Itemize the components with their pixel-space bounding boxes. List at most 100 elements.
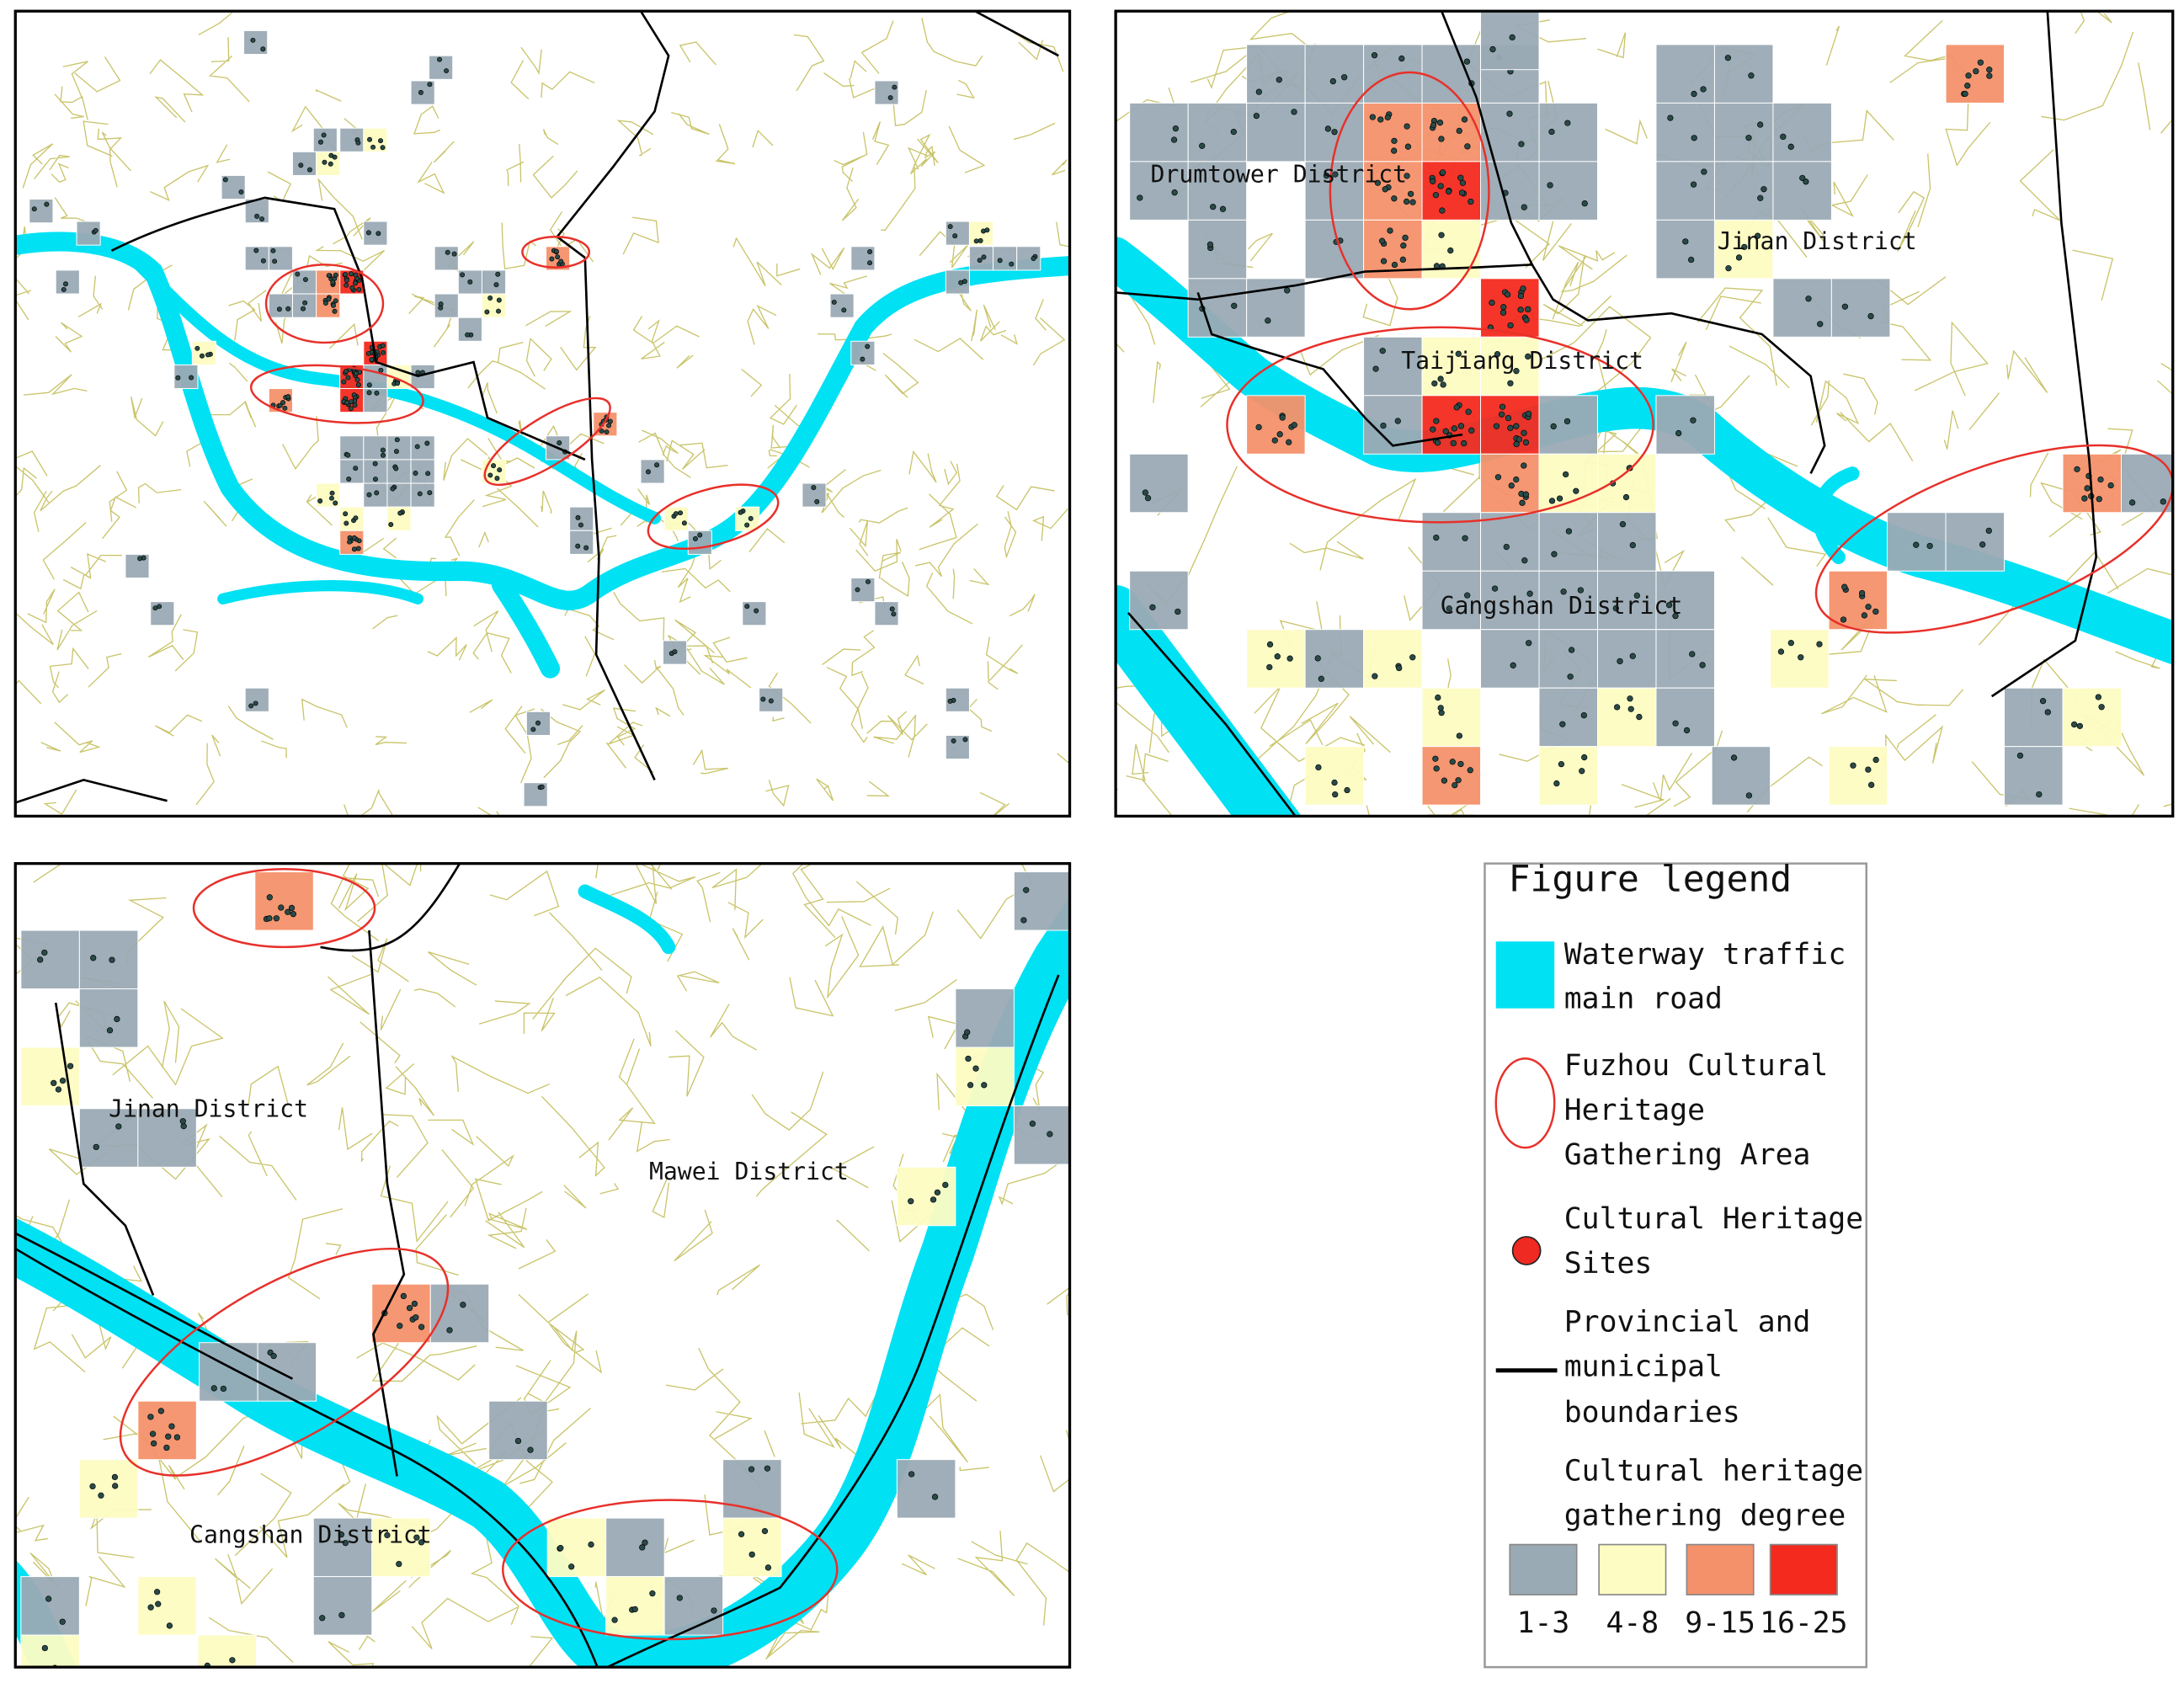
heritage-site xyxy=(329,490,335,496)
heritage-site xyxy=(1402,234,1409,242)
gathering-cell xyxy=(386,459,412,484)
heritage-site xyxy=(1286,439,1292,445)
heritage-site xyxy=(220,1385,227,1393)
gathering-cell xyxy=(78,1108,139,1168)
heritage-site xyxy=(425,471,431,477)
heritage-site xyxy=(1468,198,1474,205)
heritage-site xyxy=(1315,764,1322,771)
heritage-site xyxy=(41,949,48,956)
heritage-site xyxy=(418,1323,425,1330)
heritage-site xyxy=(1503,543,1510,551)
heritage-site xyxy=(1506,110,1513,117)
heritage-site xyxy=(645,469,651,475)
heritage-site xyxy=(413,1534,420,1541)
heritage-site xyxy=(395,381,401,386)
gathering-cell xyxy=(1421,336,1482,397)
heritage-site xyxy=(1683,727,1691,734)
gathering-area xyxy=(483,397,611,487)
heritage-site xyxy=(1500,309,1507,317)
heritage-site xyxy=(446,1327,453,1334)
heritage-site xyxy=(1962,90,1968,98)
heritage-site xyxy=(1399,256,1407,264)
waterway xyxy=(1812,466,1860,564)
heritage-site xyxy=(1613,704,1621,711)
heritage-site xyxy=(370,144,376,150)
gathering-cell xyxy=(481,293,507,318)
gathering-cell xyxy=(137,1108,197,1168)
heritage-site xyxy=(1332,171,1339,178)
heritage-site xyxy=(1567,674,1574,680)
heritage-site xyxy=(266,894,273,901)
heritage-site xyxy=(1170,136,1178,143)
heritage-site xyxy=(1629,652,1636,659)
heritage-site xyxy=(1449,759,1456,765)
heritage-site xyxy=(365,350,371,356)
legend-label: gathering degree xyxy=(1564,1499,1846,1532)
boundary xyxy=(320,863,461,952)
heritage-site xyxy=(1498,411,1505,418)
heritage-site xyxy=(1394,418,1401,424)
heritage-site xyxy=(369,357,375,363)
heritage-site xyxy=(981,1082,988,1089)
heritage-site xyxy=(1580,711,1587,719)
heritage-site xyxy=(1568,647,1575,653)
heritage-site xyxy=(1047,1131,1053,1137)
heritage-site xyxy=(1437,183,1444,189)
gathering-cell xyxy=(1655,219,1715,280)
heritage-site xyxy=(331,302,336,308)
gathering-cell xyxy=(339,459,365,484)
heritage-site xyxy=(1500,304,1507,311)
legend-swatch-degree xyxy=(1598,1543,1667,1595)
waterway xyxy=(125,251,662,525)
heritage-site xyxy=(1409,199,1416,205)
heritage-site xyxy=(1858,589,1866,597)
heritage-site xyxy=(1841,303,1849,310)
heritage-site xyxy=(1805,296,1812,302)
heritage-site xyxy=(575,514,581,520)
heritage-site xyxy=(1231,302,1238,309)
heritage-site xyxy=(1457,760,1464,768)
heritage-site xyxy=(676,1595,683,1601)
heritage-site xyxy=(372,477,378,482)
gathering-cell xyxy=(20,1576,80,1636)
boundary xyxy=(15,1232,294,1380)
heritage-site xyxy=(764,1465,771,1472)
heritage-site xyxy=(378,138,383,144)
gathering-cell xyxy=(429,1283,490,1344)
district-label: Jinan District xyxy=(1718,227,1917,255)
heritage-site xyxy=(2084,485,2091,492)
gathering-cell xyxy=(481,269,507,295)
heritage-site xyxy=(393,466,399,471)
heritage-site xyxy=(1391,261,1398,269)
heritage-site xyxy=(1391,147,1398,154)
gathering-cell xyxy=(2004,687,2064,748)
gathering-cell xyxy=(371,1517,431,1578)
heritage-site xyxy=(285,908,291,915)
heritage-site xyxy=(1519,499,1526,506)
heritage-site xyxy=(1730,754,1738,761)
gathering-cell xyxy=(663,1576,724,1636)
panel-frame xyxy=(13,861,1072,1669)
gathering-cell xyxy=(605,1576,665,1636)
heritage-site xyxy=(744,604,750,610)
heritage-site xyxy=(168,1423,175,1430)
heritage-site xyxy=(1456,127,1462,135)
heritage-site xyxy=(1522,491,1530,498)
heritage-site xyxy=(1441,777,1448,784)
heritage-site xyxy=(1687,256,1695,264)
heritage-site xyxy=(514,1437,522,1445)
heritage-site xyxy=(1699,662,1706,668)
heritage-site xyxy=(374,390,380,396)
gathering-cell xyxy=(1655,102,1715,162)
gathering-cell xyxy=(386,506,412,531)
district-label: Mawei District xyxy=(649,1158,849,1185)
heritage-site xyxy=(1378,237,1386,244)
heritage-site xyxy=(189,375,194,381)
gathering-cell xyxy=(1772,161,1832,221)
heritage-site xyxy=(1725,265,1732,272)
heritage-site xyxy=(1440,381,1446,388)
heritage-site xyxy=(400,1292,407,1300)
heritage-site xyxy=(349,285,355,290)
heritage-site xyxy=(1435,694,1441,701)
heritage-site xyxy=(1175,608,1181,615)
